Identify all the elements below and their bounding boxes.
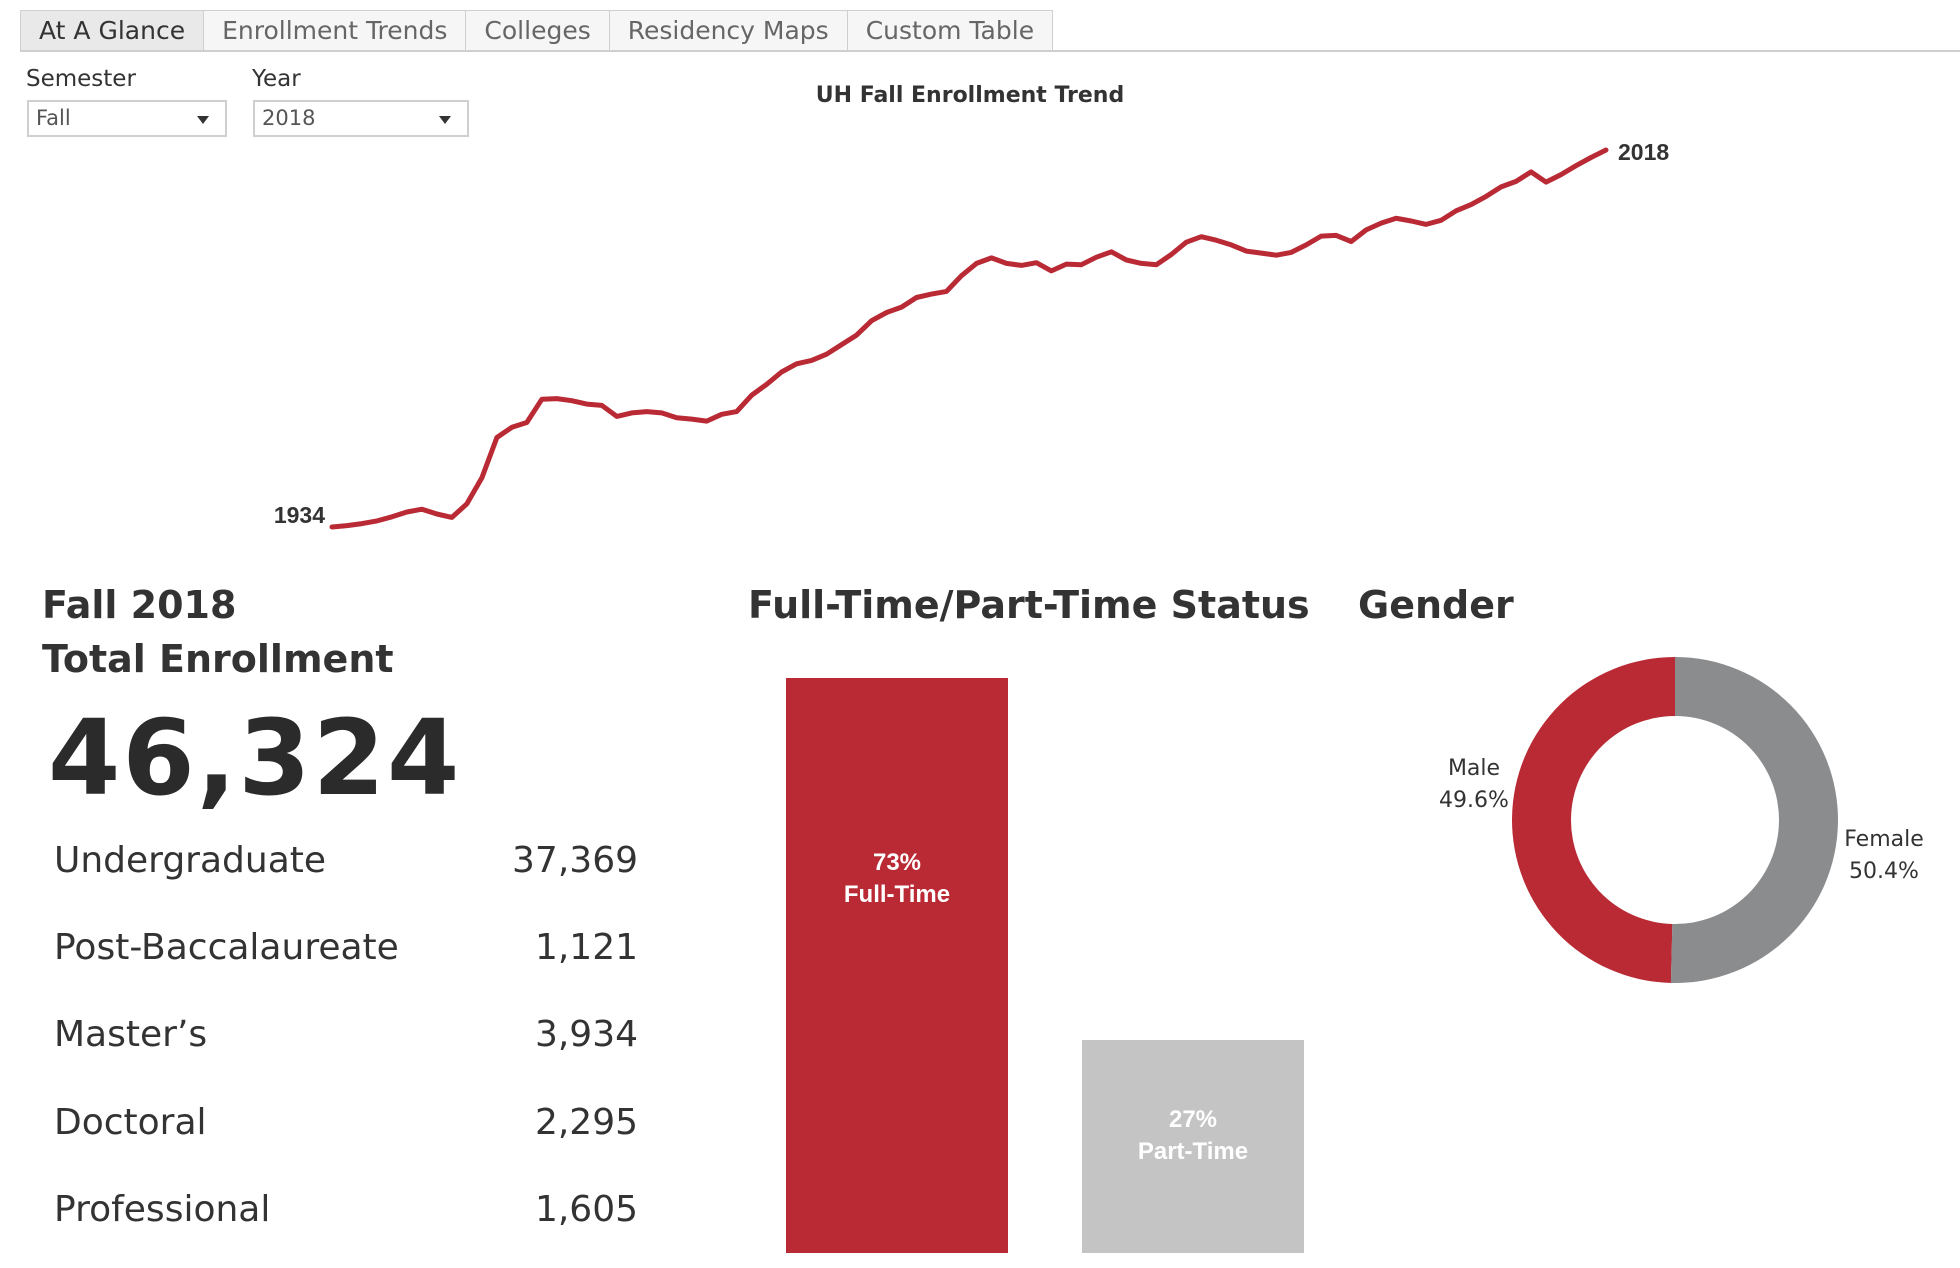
tab-bar: At A Glance Enrollment Trends Colleges R… [20, 10, 1960, 52]
donut-label-female: Female 50.4% [1832, 824, 1936, 888]
row-value-doctoral: 2,295 [534, 1102, 638, 1143]
year-dropdown[interactable]: 2018 [253, 100, 469, 137]
row-label-undergraduate: Undergraduate [54, 840, 327, 881]
tab-enrollment-trends[interactable]: Enrollment Trends [203, 10, 467, 50]
tab-custom-table[interactable]: Custom Table [846, 10, 1054, 50]
tab-residency-maps[interactable]: Residency Maps [608, 10, 848, 50]
row-label-post-baccalaureate: Post-Baccalaureate [54, 927, 399, 968]
female-label: Female [1844, 827, 1924, 852]
summary-heading-line1: Fall 2018 [42, 583, 237, 627]
part-time-label: Part-Time [1137, 1138, 1249, 1166]
tab-colleges[interactable]: Colleges [465, 10, 610, 50]
row-label-doctoral: Doctoral [54, 1102, 207, 1143]
semester-value: Fall [36, 106, 71, 130]
trend-chart: 1934 2018 [274, 139, 1669, 530]
full-time-percent: 73% [872, 849, 922, 877]
donut-slice-female [1670, 657, 1839, 983]
donut-slice-male [1512, 657, 1675, 983]
year-label: Year [252, 66, 301, 92]
gender-chart-title: Gender [1358, 583, 1514, 627]
row-label-masters: Master’s [54, 1014, 208, 1055]
total-enrollment-value: 46,324 [48, 697, 462, 819]
row-value-masters: 3,934 [534, 1014, 638, 1055]
full-time-label: Full-Time [843, 881, 951, 909]
gender-donut [1512, 657, 1839, 983]
row-value-post-baccalaureate: 1,121 [534, 927, 638, 968]
semester-dropdown[interactable]: Fall [27, 100, 227, 137]
summary-heading-line2: Total Enrollment [42, 637, 394, 681]
donut-label-male: Male 49.6% [1420, 753, 1528, 817]
trend-end-label: 2018 [1618, 139, 1669, 165]
trend-line [329, 147, 1609, 530]
row-label-professional: Professional [54, 1189, 271, 1230]
bar-label-part-time: 27% Part-Time [1082, 1104, 1304, 1168]
status-chart-title: Full-Time/Part-Time Status [748, 583, 1310, 627]
bar-label-full-time: 73% Full-Time [786, 847, 1008, 911]
part-time-percent: 27% [1168, 1106, 1218, 1134]
male-percent: 49.6% [1439, 788, 1509, 813]
trend-chart-title: UH Fall Enrollment Trend [815, 83, 1125, 108]
trend-start-label: 1934 [274, 502, 325, 528]
bar-part-time [1082, 1040, 1304, 1253]
semester-label: Semester [26, 66, 136, 92]
tab-at-a-glance[interactable]: At A Glance [20, 10, 205, 50]
year-value: 2018 [262, 106, 316, 130]
male-label: Male [1447, 756, 1501, 781]
chevron-down-icon [197, 116, 209, 124]
bar-full-time [786, 678, 1008, 1253]
row-value-undergraduate: 37,369 [512, 840, 638, 881]
chevron-down-icon [439, 116, 451, 124]
female-percent: 50.4% [1849, 859, 1919, 884]
row-value-professional: 1,605 [534, 1189, 638, 1230]
